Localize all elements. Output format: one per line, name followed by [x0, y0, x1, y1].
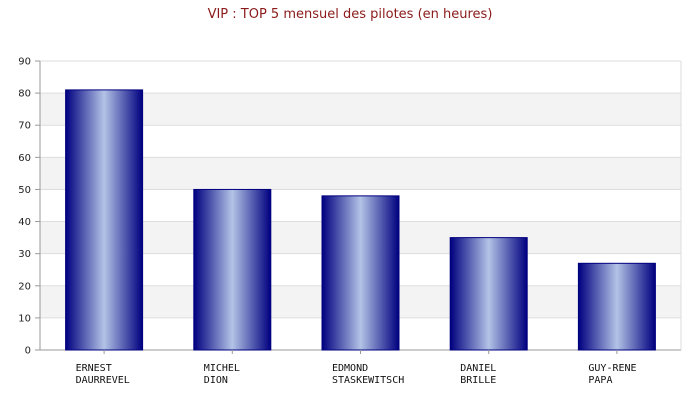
bars [65, 89, 656, 351]
y-tick-label: 40 [18, 217, 31, 228]
y-tick-label: 80 [18, 89, 31, 100]
x-tick-label: BRILLE [460, 375, 496, 386]
x-tick-label: DANIEL [460, 363, 496, 374]
y-tick-label: 10 [18, 313, 31, 324]
x-tick-label: PAPA [588, 375, 612, 386]
bar [449, 237, 528, 351]
y-tick-label: 20 [18, 281, 31, 292]
x-tick-label: EDMOND [332, 363, 368, 374]
y-tick-label: 90 [18, 57, 31, 68]
bar [193, 188, 272, 351]
x-tick-label: STASKEWITSCH [332, 375, 404, 386]
grid-band [40, 157, 681, 190]
y-tick-label: 50 [18, 185, 31, 196]
x-tick-label: DION [204, 375, 228, 386]
x-tick-label: MICHEL [204, 363, 240, 374]
y-tick-label: 70 [18, 121, 31, 132]
chart-title: VIP : TOP 5 mensuel des pilotes (en heur… [208, 7, 493, 22]
x-tick-label: GUY-RENE [588, 363, 636, 374]
y-tick-label: 30 [18, 249, 31, 260]
x-tick-label: ERNEST [76, 363, 112, 374]
bar [321, 195, 400, 351]
y-tick-label: 60 [18, 153, 31, 164]
x-tick-label: DAURREVEL [76, 375, 130, 386]
grid-band [40, 61, 681, 94]
grid-band [40, 93, 681, 126]
grid-band [40, 125, 681, 158]
bar [65, 89, 144, 351]
bar [577, 262, 656, 351]
y-tick-label: 0 [25, 346, 31, 357]
